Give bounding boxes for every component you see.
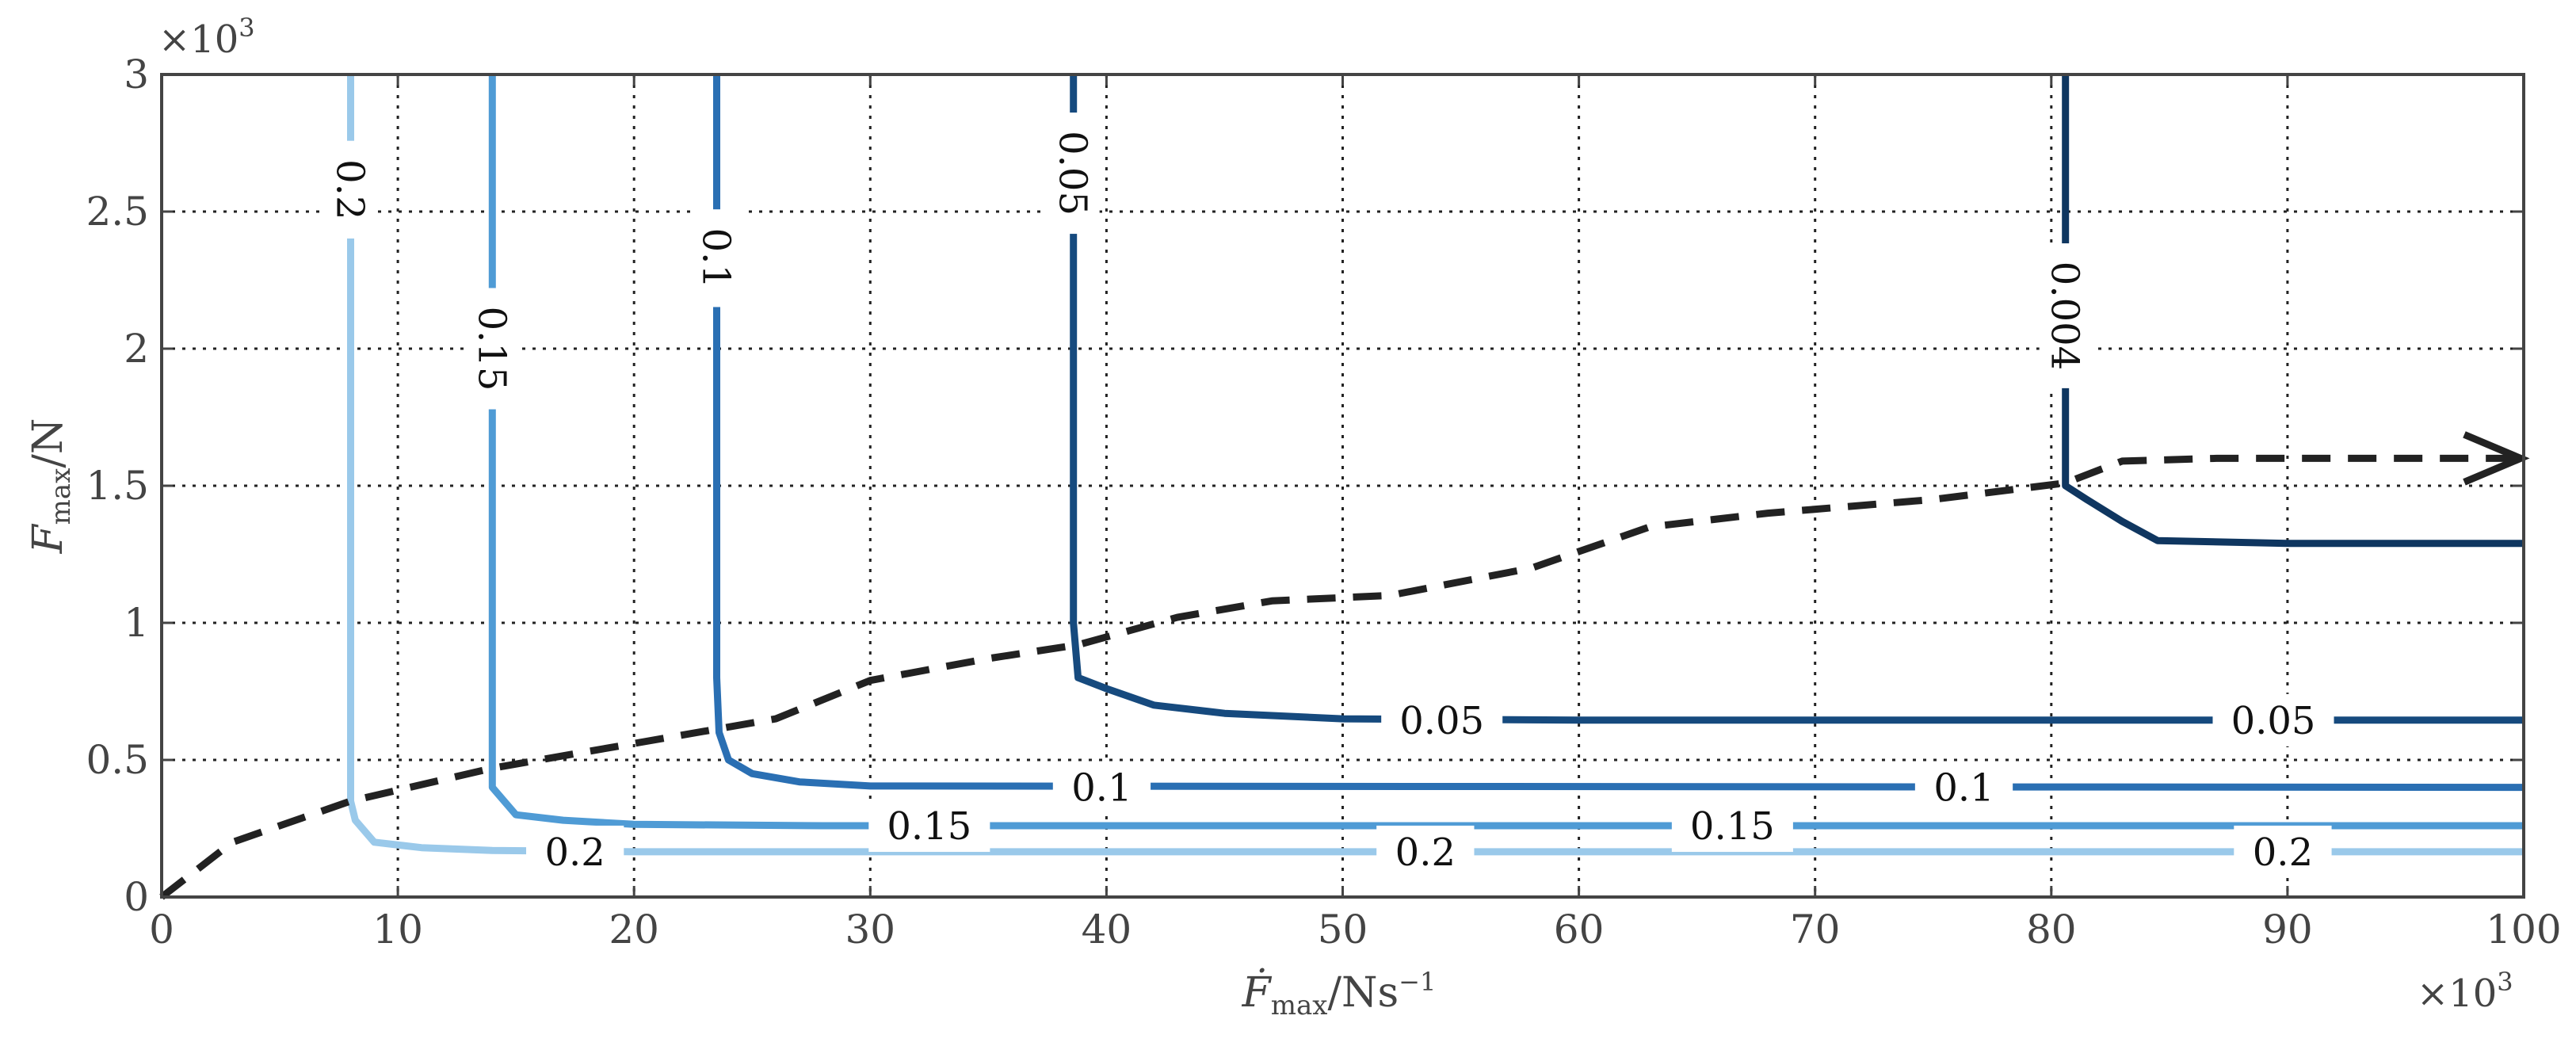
y-tick-label: 1.5	[86, 463, 149, 509]
contour-label-gap	[1376, 825, 1475, 878]
x-axis-exponent: −1	[1399, 967, 1436, 997]
contour-label-gap	[690, 209, 743, 307]
contour-label: 0.1	[1933, 766, 1994, 811]
contour-label-group: 0.1	[1052, 761, 1151, 814]
contour-label: 0.15	[887, 804, 971, 849]
contour-label: 0.004	[2043, 262, 2087, 370]
contour-labels: 0.2 0.2 0.2 0.2 0.15 0.15 0.15 0.1 0.1 0.1 0.05 0.0…	[324, 113, 2334, 878]
y-axis-title: Fmax/N	[25, 418, 77, 555]
contour-label-group: 0.2	[1376, 825, 1475, 878]
contour-label: 0.05	[2231, 699, 2316, 743]
contour-label-group: 0.15	[466, 288, 519, 410]
x-axis-symbol: Ḟ	[1242, 968, 1273, 1017]
contour-label-group: 0.15	[868, 800, 990, 853]
x-axis-title: Ḟmax/Ns−1	[1242, 967, 1437, 1021]
contour-label: 0.05	[1399, 699, 1484, 743]
x-tick-label: 30	[845, 907, 895, 952]
x-axis-unit: /Ns	[1327, 969, 1399, 1017]
y-tick-label: 0.5	[86, 737, 149, 783]
contour-label-gap	[2212, 693, 2334, 746]
contour-label-group: 0.2	[526, 825, 624, 878]
contour-label-group: 0.05	[1381, 693, 1503, 746]
contour-label: 0.1	[694, 228, 738, 288]
x-multiplier-exponent: 3	[2497, 967, 2513, 997]
x-tick-label: 90	[2262, 907, 2313, 952]
y-axis-unit: /N	[25, 418, 72, 468]
contour-label-group: 0.004	[2039, 243, 2092, 388]
contour-label-group: 0.15	[1671, 800, 1793, 853]
plot-area	[162, 74, 2524, 897]
contour-label-group: 0.05	[1047, 113, 1100, 235]
y-tick-label: 3	[124, 52, 149, 97]
y-axis-symbol: F	[25, 523, 72, 554]
x-tick-label: 10	[372, 907, 423, 952]
y-multiplier-base: ×10	[158, 17, 239, 62]
contour-label-group: 0.2	[2234, 825, 2332, 878]
y-multiplier-exponent: 3	[239, 13, 254, 43]
contour-label-group: 0.2	[324, 140, 377, 239]
contour-label-gap	[1381, 693, 1503, 746]
x-tick-label: 0	[149, 907, 174, 952]
x-multiplier: ×103	[2417, 967, 2513, 1016]
contour-label-gap	[868, 800, 990, 853]
contour-label-gap	[526, 825, 624, 878]
x-tick-label: 20	[609, 907, 659, 952]
contour-label-gap	[1052, 761, 1151, 814]
y-multiplier: ×103	[158, 13, 255, 62]
contour-label-gap	[1047, 113, 1100, 235]
contour-label: 0.2	[545, 830, 605, 875]
contour-line-0.15	[488, 74, 2524, 830]
contour-label-gap	[1914, 761, 2013, 814]
y-tick-label: 2.5	[86, 189, 149, 235]
contour-label: 0.2	[327, 159, 372, 220]
contour-label: 0.2	[1395, 830, 1456, 875]
x-multiplier-base: ×10	[2417, 972, 2497, 1016]
x-tick-label: 60	[1554, 907, 1605, 952]
contour-label-group: 0.1	[690, 209, 743, 307]
contour-label: 0.2	[2253, 830, 2313, 875]
contour-label: 0.15	[469, 307, 513, 391]
x-axis-subscript: max	[1271, 990, 1328, 1021]
y-tick-label: 2	[124, 326, 149, 372]
contour-label-group: 0.05	[2212, 693, 2334, 746]
contour-label: 0.1	[1071, 766, 1132, 811]
x-tick-label: 40	[1082, 907, 1132, 952]
contour-label-gap	[466, 288, 519, 410]
x-tick-label: 80	[2026, 907, 2077, 952]
contour-label-gap	[2234, 825, 2332, 878]
x-tick-label: 100	[2486, 907, 2561, 952]
x-tick-label: 70	[1790, 907, 1841, 952]
y-axis-subscript: max	[45, 468, 77, 525]
contour-label: 0.05	[1051, 131, 1095, 216]
ticks: 0 10 20 30 40 50 60 70 80 90 100 0 0.5 1 1.5 2 2.5 3	[86, 52, 2561, 952]
contour-label-gap	[1671, 800, 1793, 853]
contour-line-0.1	[713, 74, 2524, 792]
trajectory-arrowhead	[2463, 431, 2530, 486]
contour-label-group: 0.1	[1914, 761, 2013, 814]
y-tick-label: 0	[124, 874, 149, 920]
contour-label: 0.15	[1690, 804, 1775, 849]
contour-line-0.004	[2062, 74, 2524, 548]
y-tick-label: 1	[124, 600, 149, 646]
trajectory-line	[159, 454, 2524, 900]
contour-label-gap	[324, 140, 377, 239]
x-tick-label: 50	[1318, 907, 1368, 952]
contour-label-gap	[2039, 243, 2092, 388]
